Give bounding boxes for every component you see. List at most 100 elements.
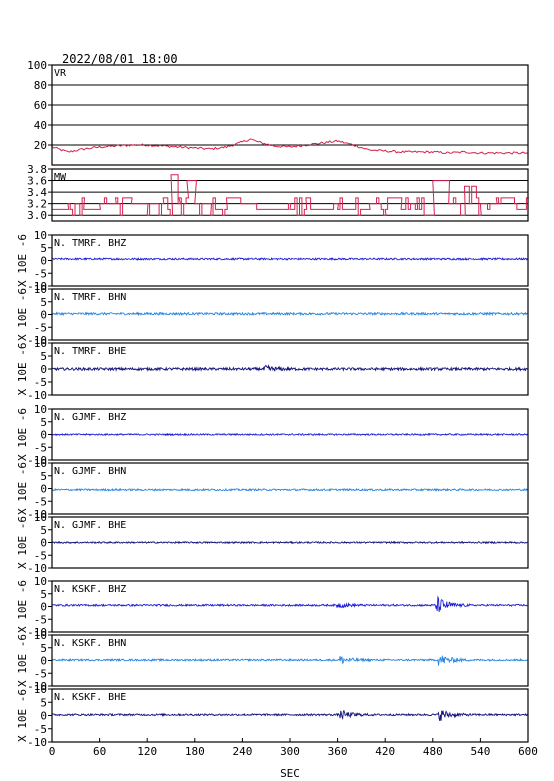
datetime-label: 2022/08/01 18:00: [62, 52, 178, 66]
y-tick-label: 5: [40, 588, 47, 601]
y-tick-label: 10: [34, 403, 47, 416]
y-tick-label: 3.2: [27, 198, 47, 211]
y-tick-label: 10: [34, 629, 47, 642]
y-tick-label: 3.0: [27, 209, 47, 222]
series-line: [51, 363, 528, 373]
panels-group: 20406080100VR3.03.23.43.63.8MW1050-5-10N…: [16, 59, 529, 749]
y-tick-label: 5: [40, 696, 47, 709]
panel-label: N. KSKF. BHZ: [54, 584, 126, 595]
y-tick-label: -10: [27, 736, 47, 749]
panel-label: N. GJMF. BHZ: [54, 412, 126, 423]
y-tick-label: 60: [34, 99, 47, 112]
y-tick-label: -10: [27, 626, 47, 639]
x-tick-label: 0: [49, 745, 56, 758]
panel-label: N. KSKF. BHN: [54, 638, 126, 649]
series-line: [51, 487, 528, 492]
y-tick-label: -5: [34, 376, 47, 389]
series-line: [51, 432, 528, 437]
y-axis-label: X 10E -6: [16, 234, 29, 287]
y-axis-label: X 10E -6: [16, 462, 29, 515]
y-tick-label: -5: [34, 723, 47, 736]
panel-frame: [51, 168, 529, 222]
x-tick-label: 420: [375, 745, 395, 758]
panel-label: N. GJMF. BHE: [54, 520, 126, 531]
y-tick-label: -10: [27, 280, 47, 293]
x-tick-label: 480: [423, 745, 443, 758]
y-axis-label: X 10E -6: [16, 288, 29, 341]
y-tick-label: 5: [40, 642, 47, 655]
x-tick-label: 600: [518, 745, 538, 758]
panel-mw: 3.03.23.43.63.8 MW: [27, 163, 529, 222]
panel-vr: 20 40 60 80 100 VR: [27, 59, 529, 166]
x-axis: 0 60 120 180 240 300 360 420 480 540 600: [49, 738, 538, 758]
y-tick-label: 0: [40, 255, 47, 268]
y-tick-label: 5: [40, 350, 47, 363]
x-tick-label: 360: [328, 745, 348, 758]
y-tick-label: 0: [40, 537, 47, 550]
x-axis-label: SEC: [280, 767, 300, 780]
series-line: [51, 311, 528, 317]
x-tick-label: 180: [185, 745, 205, 758]
panel-label: N. TMRF. BHZ: [54, 238, 126, 249]
x-tick-label: 540: [470, 745, 490, 758]
y-tick-label: -5: [34, 613, 47, 626]
panel-frame: [51, 64, 529, 166]
y-tick-label: 5: [40, 524, 47, 537]
y-tick-label: 10: [34, 337, 47, 350]
y-axis-label: X 10E -6: [16, 516, 29, 569]
y-tick-label: 3.6: [27, 175, 47, 188]
y-tick-label: -5: [34, 441, 47, 454]
panel-label: MW: [54, 172, 67, 183]
panel-label: N. GJMF. BHN: [54, 466, 126, 477]
y-tick-label: 5: [40, 242, 47, 255]
y-tick-label: 10: [34, 457, 47, 470]
y-tick-label: 5: [40, 470, 47, 483]
y-axis-label: X 10E -6: [16, 408, 29, 461]
x-tick-label: 120: [137, 745, 157, 758]
y-tick-label: 40: [34, 119, 47, 132]
y-tick-label: -5: [34, 495, 47, 508]
series-line: [51, 540, 528, 545]
y-tick-label: 20: [34, 139, 47, 152]
panel-n-tmrf-bhz: 10 50-5-10 N. TMRF. BHZ X 10E -6: [16, 229, 529, 293]
series-line: [51, 709, 528, 722]
series-line: [51, 595, 528, 613]
y-axis-label: X 10E -6: [16, 343, 29, 396]
y-tick-label: -10: [27, 334, 47, 347]
y-axis-label: X 10E -6: [16, 689, 29, 742]
y-tick-label: -5: [34, 267, 47, 280]
y-tick-label: -10: [27, 562, 47, 575]
series-line: [51, 655, 528, 666]
y-tick-label: 0: [40, 363, 47, 376]
y-tick-label: 0: [40, 309, 47, 322]
y-tick-label: 3.8: [27, 163, 47, 176]
series-line: [51, 256, 528, 262]
y-tick-label: 3.4: [27, 186, 47, 199]
y-tick-label: 10: [34, 283, 47, 296]
y-tick-label: 5: [40, 416, 47, 429]
y-axis-label: X 10E -6: [16, 634, 29, 687]
y-tick-label: 80: [34, 79, 47, 92]
panel-label: VR: [54, 68, 67, 79]
y-tick-label: -5: [34, 549, 47, 562]
y-tick-label: 0: [40, 483, 47, 496]
y-tick-label: 10: [34, 511, 47, 524]
y-tick-label: -5: [34, 667, 47, 680]
y-tick-label: -5: [34, 321, 47, 334]
y-tick-label: -10: [27, 508, 47, 521]
panel-label: N. TMRF. BHN: [54, 292, 126, 303]
y-tick-label: -10: [27, 454, 47, 467]
panel-label: N. KSKF. BHE: [54, 692, 126, 703]
y-axis-label: X 10E -6: [16, 580, 29, 633]
x-tick-label: 300: [280, 745, 300, 758]
y-tick-label: 0: [40, 601, 47, 614]
y-tick-label: 5: [40, 296, 47, 309]
